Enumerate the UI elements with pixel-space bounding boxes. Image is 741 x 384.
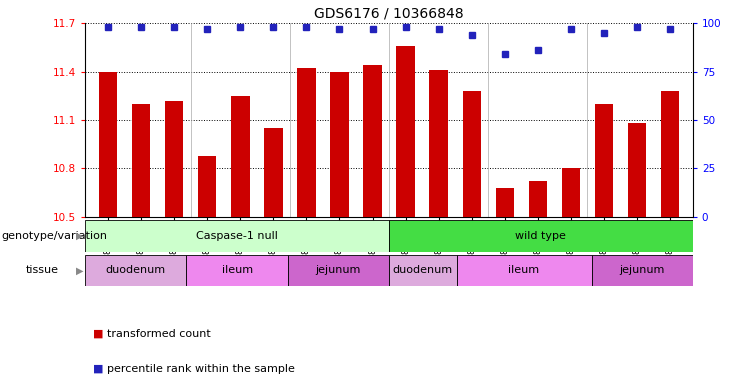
Text: ▶: ▶: [76, 265, 84, 275]
Title: GDS6176 / 10366848: GDS6176 / 10366848: [314, 7, 464, 20]
Text: jejunum: jejunum: [619, 265, 665, 275]
Text: ■: ■: [93, 329, 103, 339]
Text: transformed count: transformed count: [107, 329, 211, 339]
Bar: [265, 128, 282, 217]
Text: ileum: ileum: [222, 265, 253, 275]
Bar: [288, 255, 389, 286]
Text: percentile rank within the sample: percentile rank within the sample: [107, 364, 296, 374]
Bar: [594, 104, 613, 217]
Bar: [297, 68, 316, 217]
Text: genotype/variation: genotype/variation: [1, 231, 107, 241]
Bar: [85, 255, 187, 286]
Bar: [85, 220, 389, 252]
Bar: [389, 255, 456, 286]
Bar: [133, 104, 150, 217]
Bar: [661, 91, 679, 217]
Bar: [591, 255, 693, 286]
Bar: [187, 255, 288, 286]
Text: ▶: ▶: [76, 231, 84, 241]
Bar: [462, 91, 481, 217]
Bar: [496, 188, 514, 217]
Bar: [562, 169, 579, 217]
Text: duodenum: duodenum: [393, 265, 453, 275]
Bar: [231, 96, 250, 217]
Bar: [528, 181, 547, 217]
Bar: [363, 65, 382, 217]
Bar: [396, 46, 415, 217]
Text: wild type: wild type: [516, 231, 566, 241]
Bar: [628, 123, 645, 217]
Bar: [199, 156, 216, 217]
Bar: [430, 70, 448, 217]
Bar: [456, 255, 591, 286]
Text: jejunum: jejunum: [316, 265, 361, 275]
Text: tissue: tissue: [26, 265, 59, 275]
Bar: [389, 220, 693, 252]
Bar: [330, 71, 348, 217]
Text: ■: ■: [93, 364, 103, 374]
Text: duodenum: duodenum: [106, 265, 166, 275]
Text: Caspase-1 null: Caspase-1 null: [196, 231, 278, 241]
Bar: [99, 71, 117, 217]
Bar: [165, 101, 184, 217]
Text: ileum: ileum: [508, 265, 539, 275]
